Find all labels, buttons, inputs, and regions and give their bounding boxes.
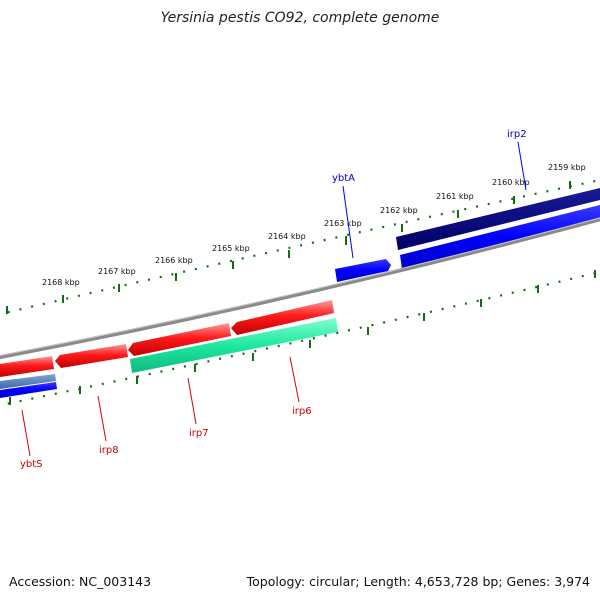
tick-labels: 2168 kbp 2167 kbp 2166 kbp 2165 kbp 2164… xyxy=(42,163,586,287)
gene-labels: irp2 ybtA irp6 irp7 irp8 ybtS xyxy=(20,129,527,470)
gene-irp8-arrow[interactable] xyxy=(55,344,128,368)
gene-irp6-arrow[interactable] xyxy=(231,300,334,335)
reverse-strand-genes xyxy=(0,300,338,398)
genome-backbone xyxy=(0,217,600,360)
genome-summary-text: Topology: circular; Length: 4,653,728 bp… xyxy=(246,574,590,589)
gene-label-irp8[interactable]: irp8 xyxy=(99,445,119,456)
gene-ybtS-arrow[interactable] xyxy=(0,356,54,377)
tick-label: 2166 kbp xyxy=(155,256,193,265)
leader-irp6 xyxy=(289,356,300,403)
gene-ybtA-arrow[interactable] xyxy=(335,259,391,282)
gene-label-irp2[interactable]: irp2 xyxy=(507,129,527,140)
leader-lines xyxy=(21,141,527,457)
tick-label: 2161 kbp xyxy=(436,192,474,201)
gene-label-irp7[interactable]: irp7 xyxy=(189,428,209,439)
gene-steel-feature[interactable] xyxy=(0,374,56,389)
leader-irp8 xyxy=(97,395,107,442)
accession-text: Accession: NC_003143 xyxy=(9,574,152,589)
gene-irp7-arrow[interactable] xyxy=(128,323,231,356)
forward-strand-genes xyxy=(335,188,600,282)
map-title: Yersinia pestis CO92, complete genome xyxy=(160,10,440,26)
leader-ybtA xyxy=(342,185,354,259)
tick-label: 2163 kbp xyxy=(324,219,362,228)
tick-label: 2168 kbp xyxy=(42,278,80,287)
gene-forward-blue-arrow[interactable] xyxy=(400,205,600,269)
tick-label: 2164 kbp xyxy=(268,232,306,241)
leader-ybtS xyxy=(21,409,31,457)
leader-irp2 xyxy=(517,141,527,191)
gene-label-ybtS[interactable]: ybtS xyxy=(20,459,43,470)
inner-major-ticks xyxy=(9,270,596,405)
gene-irp2-arrow[interactable] xyxy=(396,188,600,250)
gene-label-ybtA[interactable]: ybtA xyxy=(332,173,355,184)
gene-green-feature[interactable] xyxy=(130,318,338,373)
tick-label: 2160 kbp xyxy=(492,178,530,187)
leader-irp7 xyxy=(187,377,197,425)
tick-label: 2162 kbp xyxy=(380,206,418,215)
gene-blue-inner-feature[interactable] xyxy=(0,382,57,398)
genome-backbone-highlight xyxy=(0,217,600,357)
tick-label: 2165 kbp xyxy=(212,244,250,253)
outer-major-ticks xyxy=(6,181,571,314)
gene-label-irp6[interactable]: irp6 xyxy=(292,406,312,417)
tick-label: 2159 kbp xyxy=(548,163,586,172)
tick-label: 2167 kbp xyxy=(98,267,136,276)
